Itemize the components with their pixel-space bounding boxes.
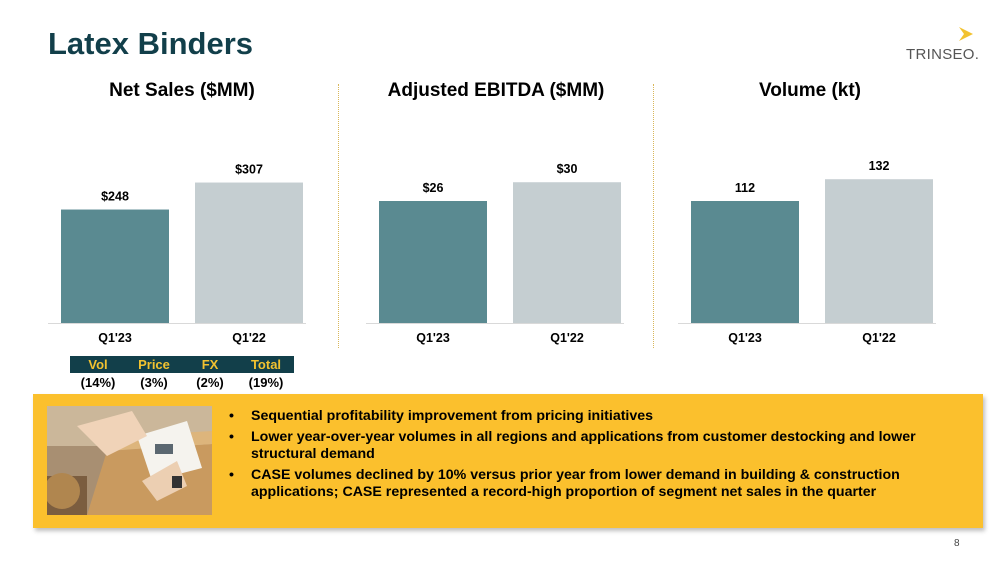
chart-title-net-sales: Net Sales ($MM) [109, 80, 255, 101]
highlights-list: Sequential profitability improvement fro… [223, 408, 973, 505]
page-number: 8 [954, 538, 960, 549]
category-label: Q1'22 [550, 331, 584, 345]
bridge-value-row: (14%) (3%) (2%) (19%) [70, 375, 294, 390]
category-label: Q1'23 [416, 331, 450, 345]
data-label: $30 [557, 162, 578, 176]
bar-1 [195, 182, 303, 323]
chart-adjusted-ebitda: $26 Q1'23 $30 Q1'22 [366, 162, 624, 345]
data-label: $248 [101, 190, 129, 204]
bridge-value-vol: (14%) [80, 375, 116, 390]
data-label: $26 [423, 181, 444, 195]
bar-1 [513, 182, 621, 323]
bridge-header-fx: FX [201, 357, 219, 372]
bridge-header-total: Total [250, 357, 282, 372]
data-label: $307 [235, 163, 263, 177]
chart-net-sales: $248 Q1'23 $307 Q1'22 [48, 163, 306, 345]
list-item: CASE volumes declined by 10% versus prio… [223, 467, 973, 501]
chart-divider [338, 84, 339, 348]
bridge-value-total: (19%) [248, 375, 284, 390]
page-title: Latex Binders [48, 26, 254, 61]
chevron-icon [959, 27, 973, 41]
chart-divider [653, 84, 654, 348]
bar-0 [379, 201, 487, 323]
bridge-header-vol: Vol [88, 357, 108, 372]
chart-title-volume: Volume (kt) [758, 80, 862, 101]
bar-1 [825, 179, 933, 323]
packaging-photo [47, 406, 212, 515]
chart-title-ebitda: Adjusted EBITDA ($MM) [387, 80, 605, 101]
category-label: Q1'23 [98, 331, 132, 345]
bridge-header-price: Price [138, 357, 170, 372]
bridge-value-fx: (2%) [196, 375, 224, 390]
chart-volume: 112 Q1'23 132 Q1'22 [678, 159, 936, 345]
logo-text: TRINSEO. [906, 46, 980, 63]
bar-0 [691, 201, 799, 323]
highlights-box: Sequential profitability improvement fro… [33, 394, 983, 528]
trinseo-logo: TRINSEO. [906, 26, 980, 66]
bridge-value-price: (3%) [140, 375, 168, 390]
category-label: Q1'23 [728, 331, 762, 345]
list-item: Sequential profitability improvement fro… [223, 408, 973, 425]
bridge-header-row: Vol Price FX Total [70, 356, 294, 373]
category-label: Q1'22 [232, 331, 266, 345]
data-label: 112 [735, 181, 755, 195]
data-label: 132 [869, 159, 890, 173]
bar-0 [61, 209, 169, 323]
list-item: Lower year-over-year volumes in all regi… [223, 429, 973, 463]
category-label: Q1'22 [862, 331, 896, 345]
